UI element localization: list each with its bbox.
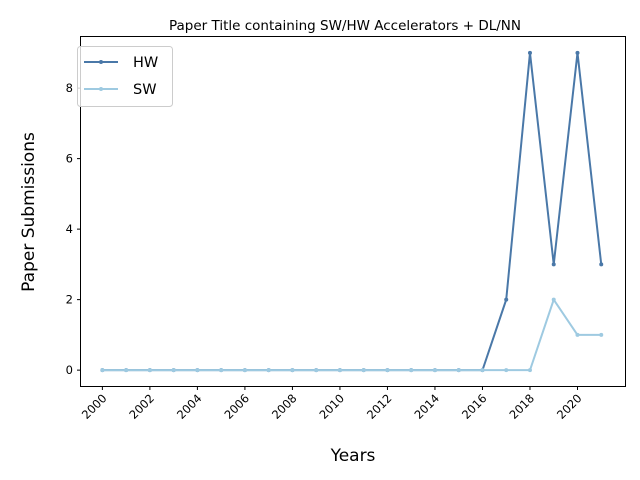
data-point <box>456 368 461 373</box>
data-point <box>527 368 532 373</box>
data-point <box>504 297 509 302</box>
data-point <box>242 368 247 373</box>
data-point <box>171 368 176 373</box>
data-point <box>385 368 390 373</box>
data-point <box>266 368 271 373</box>
data-point <box>480 368 485 373</box>
legend-label: SW <box>133 82 157 98</box>
data-point <box>599 262 604 267</box>
y-tick-label: 4 <box>66 222 73 236</box>
data-point <box>409 368 414 373</box>
data-point <box>527 50 532 55</box>
y-tick-label: 8 <box>66 81 73 95</box>
data-point <box>575 50 580 55</box>
data-point <box>504 368 509 373</box>
legend: HW SW <box>77 46 173 107</box>
legend-label: HW <box>133 55 158 71</box>
data-point <box>100 368 105 373</box>
data-point <box>337 368 342 373</box>
y-tick-label: 6 <box>66 152 73 166</box>
data-point <box>551 297 556 302</box>
y-axis-label: Paper Submissions <box>19 132 39 292</box>
data-point <box>575 332 580 337</box>
data-point <box>219 368 224 373</box>
y-tick-label: 0 <box>66 363 73 377</box>
chart-title: Paper Title containing SW/HW Accelerator… <box>169 18 521 34</box>
data-point <box>432 368 437 373</box>
data-point <box>361 368 366 373</box>
series-sw <box>100 297 604 373</box>
data-point <box>147 368 152 373</box>
legend-marker <box>99 60 103 64</box>
y-tick-label: 2 <box>66 293 73 307</box>
plot-frame <box>80 36 626 387</box>
x-axis-label: Years <box>330 446 376 466</box>
data-point <box>195 368 200 373</box>
data-point <box>290 368 295 373</box>
legend-box <box>77 46 173 107</box>
plot-area <box>80 36 626 387</box>
data-point <box>124 368 129 373</box>
series-layer <box>100 50 604 373</box>
series-line-sw <box>101 298 603 372</box>
data-point <box>599 332 604 337</box>
legend-marker <box>99 87 103 91</box>
data-point <box>314 368 319 373</box>
data-point <box>551 262 556 267</box>
